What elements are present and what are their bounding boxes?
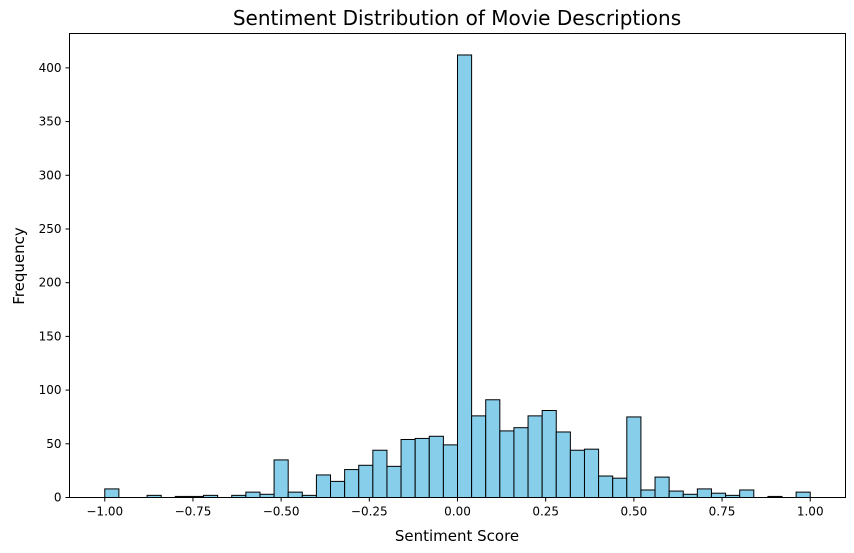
histogram-bar [457, 54, 473, 498]
bars-layer [104, 54, 811, 499]
histogram-bar [485, 399, 501, 499]
x-tick-label: 0.50 [621, 505, 648, 519]
histogram-bar [287, 491, 303, 499]
x-tick-label: −0.50 [263, 505, 300, 519]
y-tick-label: 50 [46, 437, 61, 451]
x-tick-label: 0.75 [709, 505, 736, 519]
x-tick-label: −0.75 [175, 505, 212, 519]
histogram-bar [442, 444, 459, 498]
x-axis-title: Sentiment Score [395, 527, 519, 545]
histogram-bar [104, 488, 120, 499]
histogram-bar [499, 430, 515, 498]
histogram-bar [626, 416, 642, 498]
y-axis-title: Frequency [10, 227, 28, 305]
y-tick-label: 150 [39, 329, 62, 343]
histogram-bar [273, 459, 289, 499]
histogram-bar [245, 491, 261, 499]
x-axis-ticks: −1.00 −0.75 −0.50 −0.25 0.00 0.25 0.50 0.75 1.00 [86, 497, 824, 519]
histogram-bar [739, 489, 755, 499]
histogram-bar [668, 490, 684, 498]
histogram-bar [527, 415, 543, 498]
x-tick-label: −0.25 [351, 505, 388, 519]
histogram-bar [654, 476, 670, 498]
histogram-bar [315, 474, 332, 499]
y-tick-label: 0 [54, 491, 62, 505]
histogram-bar [414, 437, 430, 498]
histogram-bar [710, 492, 727, 499]
histogram-bar [541, 410, 557, 498]
y-tick-label: 300 [39, 168, 62, 182]
histogram-bar [612, 477, 628, 499]
histogram-bar [344, 469, 360, 499]
chart-title: Sentiment Distribution of Movie Descript… [233, 6, 681, 30]
histogram-bar [795, 491, 811, 499]
histogram-bar [569, 449, 585, 498]
histogram-bar [640, 489, 656, 499]
x-tick-label: −1.00 [86, 505, 123, 519]
histogram-bar [400, 439, 416, 498]
y-tick-label: 100 [39, 383, 62, 397]
histogram-bar [598, 475, 614, 498]
y-axis-ticks: 0 50 100 150 200 250 300 350 400 [39, 61, 70, 505]
histogram-bar [471, 415, 487, 498]
plot-frame [69, 33, 846, 498]
histogram-bar [330, 480, 346, 499]
x-tick-label: 1.00 [797, 505, 824, 519]
histogram-bar [696, 488, 712, 499]
histogram-bar [358, 464, 374, 498]
y-tick-label: 400 [39, 61, 62, 75]
histogram-bar [583, 448, 600, 499]
y-tick-label: 250 [39, 222, 62, 236]
histogram-bar [428, 435, 444, 498]
x-tick-label: 0.25 [532, 505, 559, 519]
histogram-bar [513, 427, 529, 498]
x-tick-label: 0.00 [444, 505, 471, 519]
y-tick-label: 350 [39, 115, 62, 129]
histogram-bar [555, 431, 571, 499]
histogram-bar [386, 465, 402, 499]
histogram-bar [372, 449, 388, 498]
y-tick-label: 200 [39, 276, 62, 290]
